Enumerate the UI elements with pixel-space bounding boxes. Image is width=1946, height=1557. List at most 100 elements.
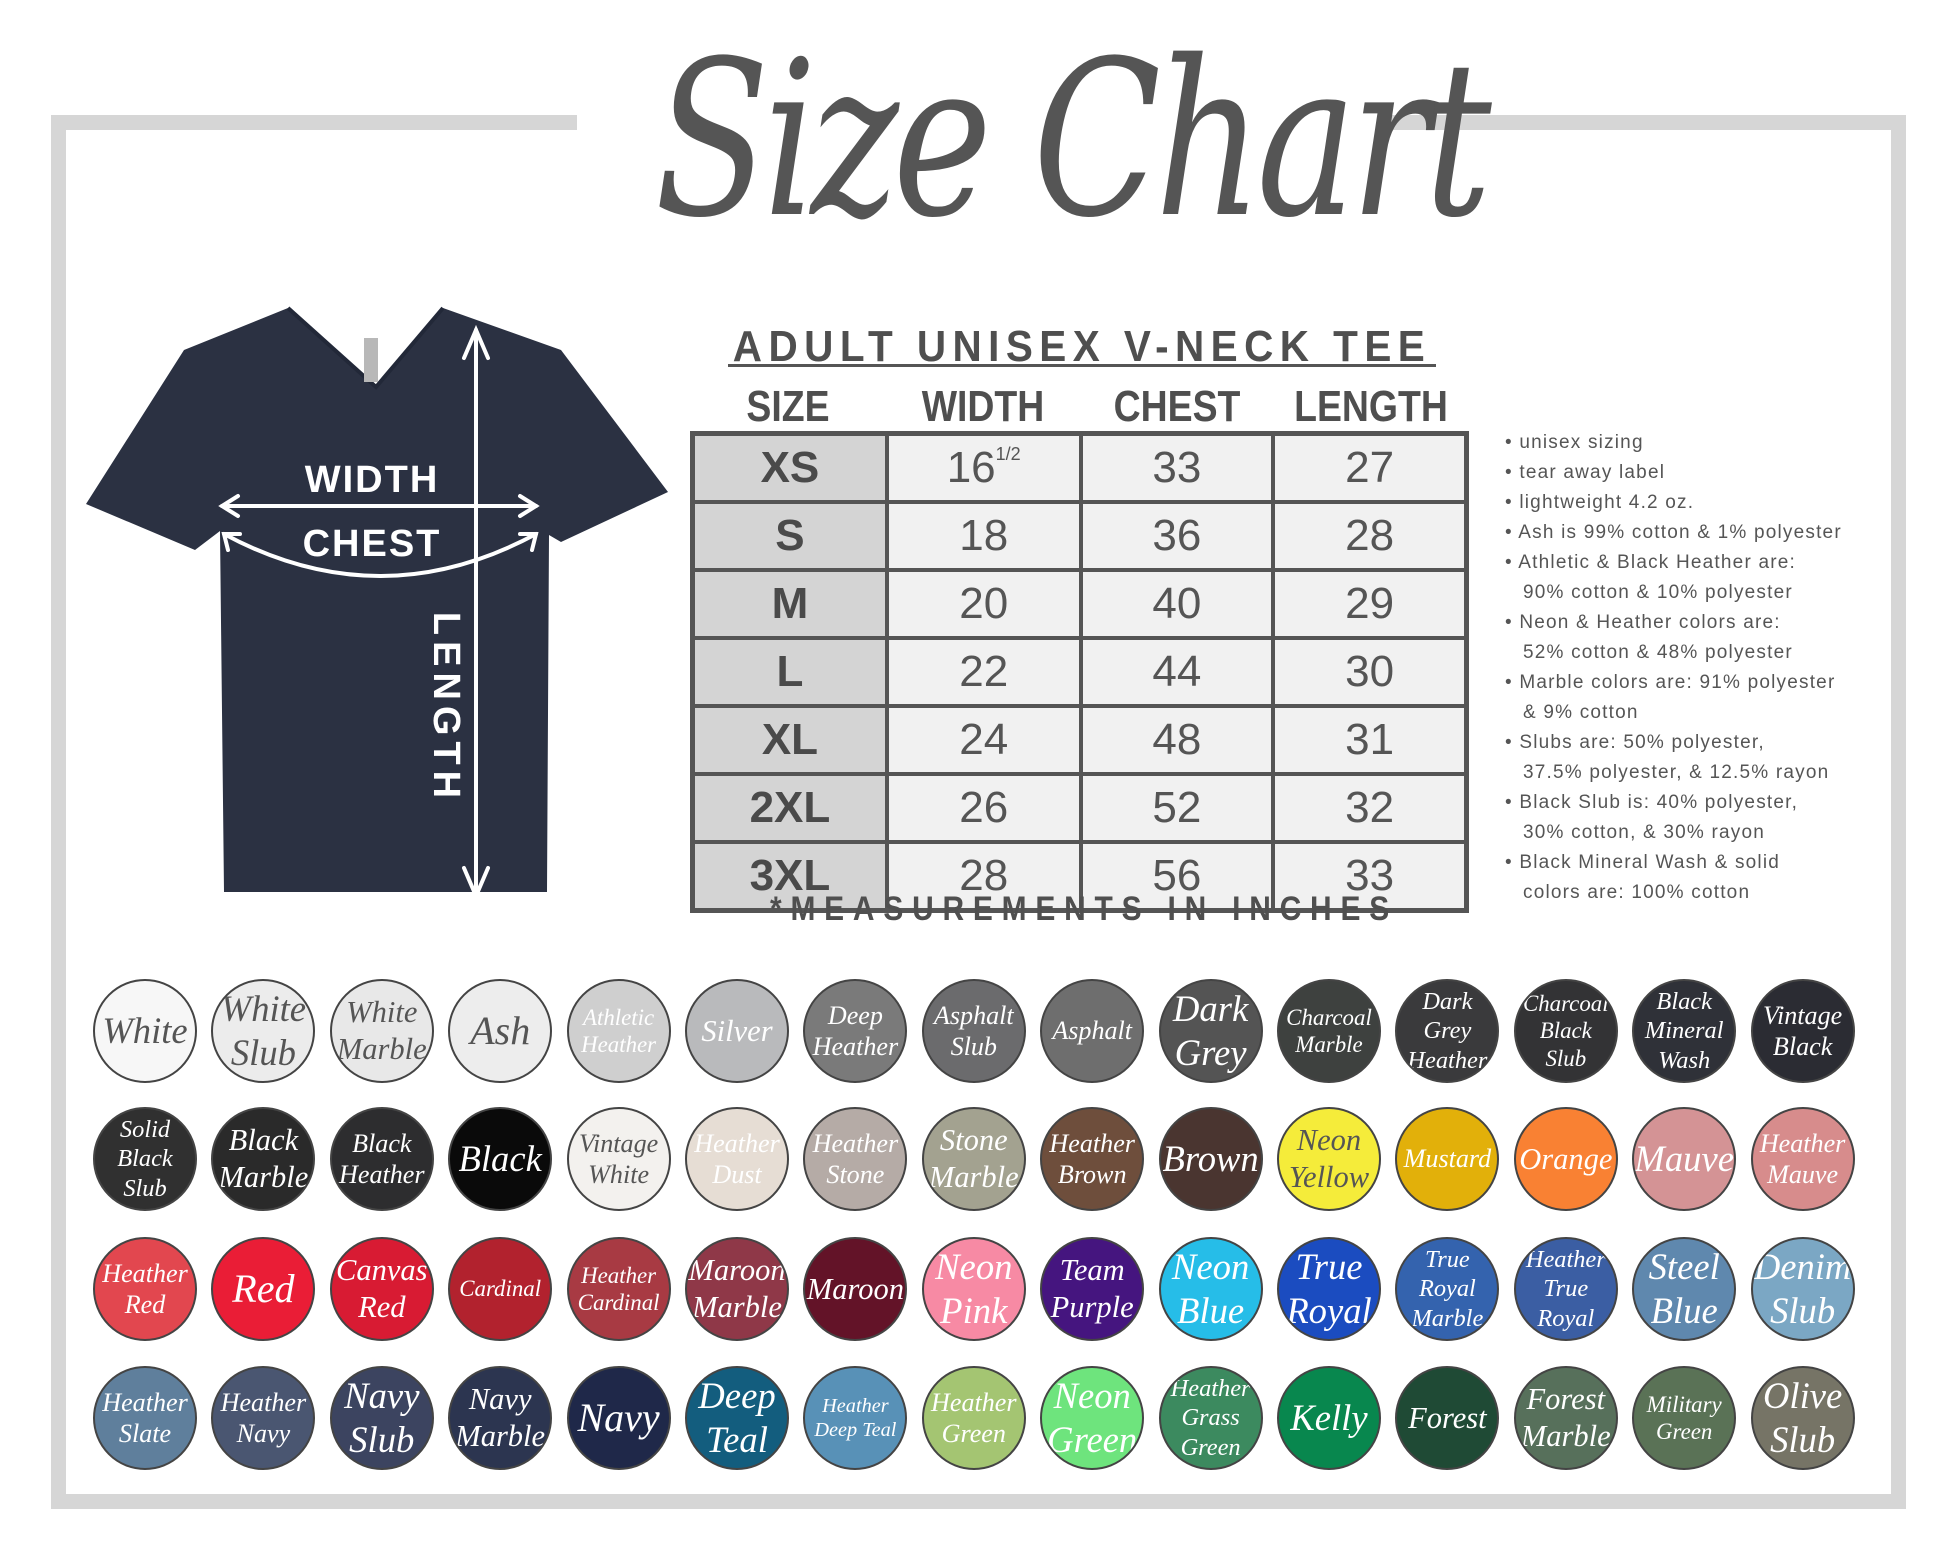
swatch-label: Heather	[694, 1128, 780, 1158]
swatch-label: Stone	[826, 1160, 885, 1189]
width-cell: 22	[884, 636, 1083, 708]
swatch-label: Blue	[1650, 1290, 1718, 1331]
color-swatch-heather-deep-teal: Heather Deep Teal	[803, 1366, 908, 1470]
swatch-label: Black	[1772, 1032, 1833, 1061]
swatch-label: Silver	[701, 1013, 773, 1048]
column-header-size: SIZE	[746, 382, 830, 431]
note-line: 52% cotton & 48% polyester	[1505, 638, 1842, 668]
size-cell-value: L	[776, 647, 804, 696]
swatch-label: Navy	[344, 1374, 420, 1416]
column-header-width: WIDTH	[921, 382, 1045, 431]
note-line: 30% cotton, & 30% rayon	[1505, 818, 1842, 848]
color-swatch-heather-grass-green: Heather Grass Green	[1158, 1366, 1263, 1470]
swatch-label: Black	[117, 1145, 173, 1173]
note-line: colors are: 100% cotton	[1505, 878, 1842, 908]
swatch-label: Brown	[1057, 1160, 1127, 1189]
swatch-label: Marble	[928, 1160, 1019, 1194]
swatch-label: Marble	[1295, 1032, 1363, 1057]
bullet-icon: •	[1505, 852, 1520, 873]
swatch-label: Canvas	[336, 1253, 428, 1288]
color-swatch-canvas-red: Canvas Red	[329, 1237, 434, 1341]
size-cell: M	[690, 568, 889, 640]
note-text: Athletic & Black Heather are:	[1518, 552, 1796, 573]
swatch-label: White	[220, 988, 307, 1030]
bullet-icon: •	[1505, 612, 1520, 633]
color-swatch-brown: Brown	[1158, 1107, 1263, 1211]
width-fraction: 1/2	[995, 444, 1021, 464]
swatch-label: True	[1295, 1246, 1363, 1288]
swatch-label: Neon	[935, 1245, 1013, 1287]
table-row: XS 161/2 33 27	[690, 431, 1469, 504]
color-swatch-red: Red	[211, 1237, 316, 1341]
note-line: 90% cotton & 10% polyester	[1505, 578, 1842, 608]
size-cell: L	[690, 636, 889, 708]
bullet-icon: •	[1505, 432, 1520, 453]
swatch-label: Heather	[1407, 1046, 1488, 1074]
length-cell: 30	[1271, 636, 1469, 708]
bullet-icon: •	[1505, 492, 1520, 513]
swatch-label: Slub	[1545, 1045, 1587, 1071]
page-title: Size Chart	[654, 14, 1492, 265]
width-cell-value: 28	[959, 851, 1009, 900]
note-line: • Ash is 99% cotton & 1% polyester	[1505, 518, 1842, 548]
color-swatch-navy-marble: Navy Marble	[448, 1366, 553, 1470]
chest-cell: 44	[1078, 636, 1276, 708]
swatch-label: Pink	[940, 1290, 1008, 1331]
color-swatch-mauve: Mauve	[1632, 1107, 1737, 1211]
column-header-length: LENGTH	[1294, 382, 1448, 431]
size-cell: 3XL	[690, 840, 889, 913]
note-line: & 9% cotton	[1505, 698, 1842, 728]
swatch-label: White	[588, 1160, 650, 1189]
color-swatch-white-marble: White Marble	[329, 979, 434, 1083]
color-swatch-mustard: Mustard	[1395, 1107, 1500, 1211]
color-swatch-white-slub: White Slub	[211, 979, 316, 1083]
note-text: Neon & Heather colors are:	[1519, 612, 1781, 633]
swatch-label: Heather	[581, 1032, 657, 1057]
width-cell-value: 16	[946, 443, 996, 492]
length-label: LENGTH	[425, 612, 467, 804]
length-cell: 28	[1271, 500, 1469, 572]
note-line: • Marble colors are: 91% polyester	[1505, 668, 1842, 698]
color-swatch-dark-grey: Dark Grey	[1158, 979, 1263, 1083]
swatch-label: Forest	[1408, 1400, 1487, 1435]
width-cell-value: 24	[959, 715, 1009, 764]
color-swatch-heather-brown: Heather Brown	[1040, 1107, 1145, 1211]
swatch-label: Asphalt	[933, 1000, 1014, 1030]
swatch-label: Heather	[102, 1387, 188, 1417]
color-swatch-denim-slub: Denim Slub	[1750, 1237, 1855, 1341]
color-swatch-deep-heather: Deep Heather	[803, 979, 908, 1083]
color-swatch-heather-slate: Heather Slate	[93, 1366, 197, 1470]
chest-cell-value: 52	[1152, 783, 1202, 832]
length-cell: 27	[1271, 431, 1469, 504]
table-row: 2XL 26 52 32	[690, 772, 1469, 844]
length-cell-value: 28	[1345, 511, 1395, 560]
color-swatch-white: White	[93, 979, 197, 1083]
color-swatch-neon-pink: Neon Pink	[921, 1237, 1026, 1341]
color-swatch-heather-mauve: Heather Mauve	[1750, 1107, 1855, 1211]
color-swatch-black-heather: Black Heather	[329, 1107, 434, 1211]
swatch-label: Neon	[1296, 1123, 1362, 1158]
swatch-label: Mineral	[1644, 1017, 1724, 1045]
width-label: WIDTH	[305, 459, 440, 501]
length-cell: 29	[1271, 568, 1469, 640]
product-notes: • unisex sizing • tear away label • lightw…	[1505, 428, 1842, 908]
size-cell-value: XS	[760, 443, 820, 492]
table-row: XL 24 48 31	[690, 704, 1469, 776]
swatch-label: Marble	[218, 1160, 309, 1194]
size-cell: S	[690, 500, 889, 572]
swatch-label: Dark	[1422, 988, 1473, 1016]
size-cell-value: 2XL	[749, 783, 831, 832]
swatch-label: White	[102, 1010, 188, 1052]
note-line: • Slubs are: 50% polyester,	[1505, 728, 1842, 758]
swatch-label: Mauve	[1767, 1160, 1839, 1189]
swatch-label: Heather	[1049, 1128, 1135, 1158]
length-cell: 33	[1271, 840, 1469, 913]
color-swatch-ash: Ash	[448, 979, 553, 1083]
table-heading: ADULT UNISEX V-NECK TEE	[732, 322, 1432, 371]
note-text: & 9% cotton	[1523, 702, 1639, 723]
swatch-label: Grey	[1423, 1017, 1472, 1045]
swatch-label: Grass	[1181, 1404, 1240, 1432]
color-swatch-heather-cardinal: Heather Cardinal	[566, 1237, 671, 1341]
chest-cell: 33	[1078, 431, 1276, 504]
color-swatch-kelly: Kelly	[1277, 1366, 1381, 1470]
